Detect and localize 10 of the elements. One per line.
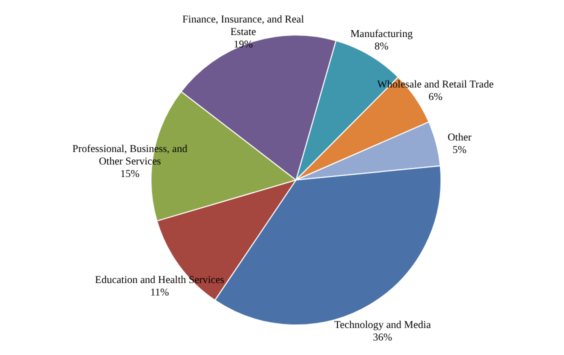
slice-label: Technology and Media — [334, 320, 432, 332]
data-label: 8% — [374, 42, 389, 53]
data-label: 6% — [428, 92, 443, 104]
slice-label: Manufacturing — [350, 29, 414, 40]
slice-label: Other — [448, 132, 472, 144]
data-label: 36% — [372, 332, 392, 344]
data-label: 11% — [150, 287, 170, 298]
data-label: 5% — [452, 144, 467, 156]
slice-label: Finance, Insurance, and Real Estate — [182, 14, 304, 38]
data-label: 15% — [120, 168, 140, 180]
